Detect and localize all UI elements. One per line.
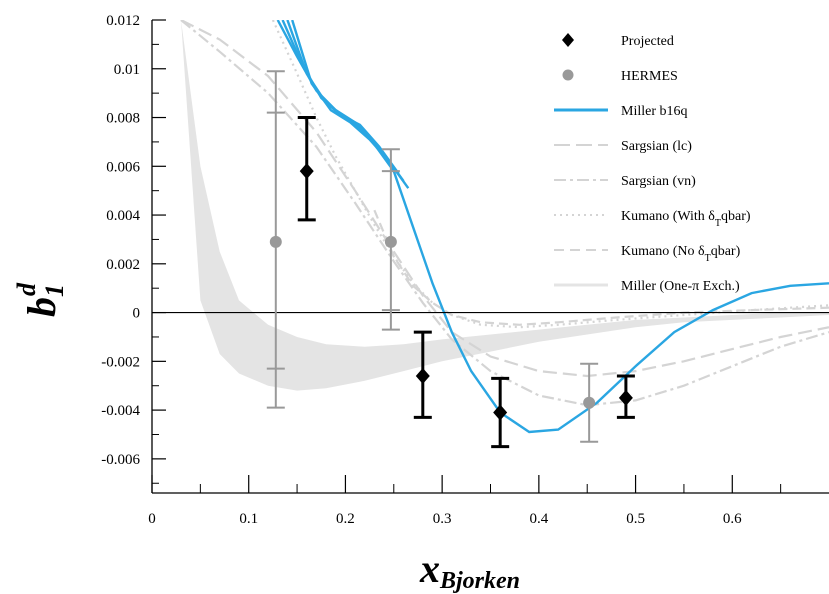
hermes-point-0 [269, 235, 282, 248]
y-tick-label: 0.008 [106, 111, 140, 127]
projected-point-1 [415, 367, 430, 384]
y-tick-label: -0.006 [101, 452, 140, 468]
legend-entry: Kumano (With δTqbar) [554, 209, 751, 229]
legend-label: Kumano (No δTqbar) [621, 244, 741, 264]
legend: Projected HERMES Miller b16q Sargsian (lc) S… [554, 33, 751, 294]
x-axis-label: xBjorken [419, 546, 520, 594]
data-points [266, 70, 635, 449]
projected-point-2 [493, 404, 508, 421]
axis-labels: xBjorken b1d [12, 282, 520, 594]
legend-entry: Projected [562, 33, 674, 49]
y-tick-label: -0.002 [101, 354, 140, 370]
y-tick-label: 0.002 [106, 257, 140, 273]
legend-label: HERMES [621, 69, 678, 84]
legend-label: Miller (One-π Exch.) [621, 279, 740, 294]
curve-sargsian-lc [180, 20, 829, 378]
legend-label: Sargsian (vn) [621, 174, 696, 189]
legend-entry: Miller (One-π Exch.) [554, 279, 740, 294]
legend-entry: Kumano (No δTqbar) [554, 244, 741, 264]
legend-label: Projected [621, 34, 674, 49]
curve-sargsian-vn [180, 20, 829, 407]
x-tick-label: 0 [148, 511, 156, 527]
legend-entry: Sargsian (lc) [554, 139, 692, 154]
hermes-point-2 [583, 396, 596, 409]
legend-label: Sargsian (lc) [621, 139, 692, 154]
y-tick-label: 0 [133, 306, 141, 322]
legend-marker-circle [562, 69, 574, 81]
projected-point-0 [299, 163, 314, 180]
legend-entry: HERMES [562, 69, 678, 84]
legend-entry: Sargsian (vn) [554, 174, 696, 189]
x-tick-label: 0.3 [433, 511, 452, 527]
x-tick-label: 0.1 [239, 511, 258, 527]
y-tick-label: -0.004 [101, 403, 140, 419]
x-tick-label: 0.6 [723, 511, 742, 527]
x-tick-label: 0.2 [336, 511, 355, 527]
curve-kumano-with-tqbar [271, 20, 829, 329]
x-axis-label-subscript: Bjorken [439, 568, 520, 594]
y-tick-label: 0.012 [106, 13, 140, 29]
y-axis-label-superscript: d [12, 282, 41, 296]
legend-label-rest: qbar) [721, 209, 751, 224]
x-tick-label: 0.4 [529, 511, 548, 527]
projected-point-3 [618, 389, 633, 406]
legend-label-rest: qbar) [711, 244, 741, 259]
hermes-point-1 [384, 235, 397, 248]
y-axis-label-subscript: 1 [40, 284, 69, 297]
legend-entry: Miller b16q [554, 104, 688, 119]
axes: -0.006 -0.004 -0.002 0 0.002 0.004 0.006 0.008 0… [101, 13, 829, 527]
x-tick-label: 0.5 [626, 511, 645, 527]
theory-curves [180, 20, 829, 434]
legend-label-subscript: T [715, 218, 721, 229]
legend-marker-diamond [562, 33, 574, 47]
legend-label-subscript: T [705, 253, 711, 264]
y-tick-label: 0.004 [106, 208, 140, 224]
y-tick-label: 0.006 [106, 159, 140, 175]
y-axis-label: b1d [12, 282, 69, 317]
curve-miller-b16q-3 [291, 20, 410, 189]
legend-label: Kumano (With δTqbar) [621, 209, 751, 229]
miller-one-pi-band [181, 20, 829, 391]
legend-label: Miller b16q [621, 104, 688, 119]
y-tick-label: 0.01 [114, 62, 140, 78]
